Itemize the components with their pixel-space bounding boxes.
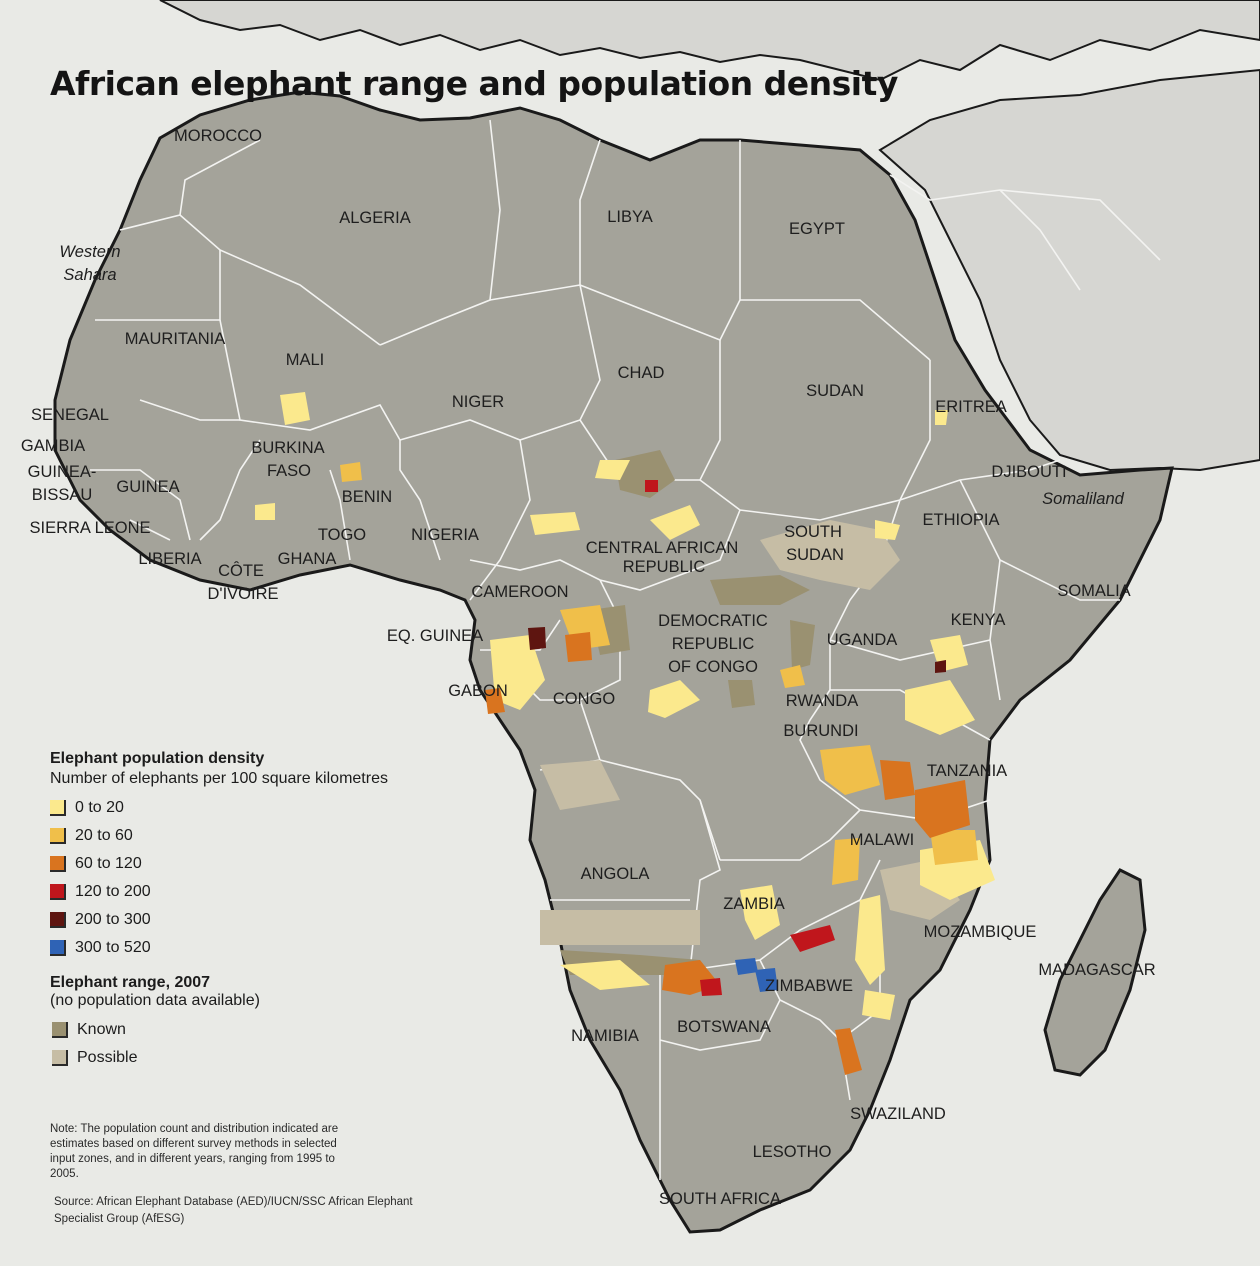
country-label-uganda: UGANDA — [826, 631, 898, 649]
country-label-mozambique: MOZAMBIQUE — [923, 923, 1037, 941]
legend-item: 60 to 120 — [50, 850, 430, 878]
country-label-niger: NIGER — [451, 393, 505, 411]
country-label-angola: ANGOLA — [580, 865, 650, 883]
country-label-tanzania: TANZANIA — [926, 762, 1008, 780]
map-legend: Elephant population density Number of el… — [50, 750, 430, 1072]
legend-density-title: Elephant population density — [50, 750, 265, 767]
legend-label: 60 to 120 — [75, 855, 142, 872]
country-label-guinea: GUINEA — [116, 478, 180, 496]
country-label-madagascar: MADAGASCAR — [1038, 961, 1156, 979]
country-label-mali: MALI — [285, 351, 325, 369]
country-label-ethiopia: ETHIOPIA — [922, 511, 1000, 529]
country-label-gabon: GABON — [448, 682, 508, 700]
country-label-togo: TOGO — [317, 526, 367, 544]
country-label-drc-2: REPUBLIC — [671, 635, 755, 653]
legend-item: 0 to 20 — [50, 794, 430, 822]
country-label-cameroon: CAMEROON — [471, 583, 569, 601]
country-label-chad: CHAD — [617, 364, 665, 382]
density-0-20 — [255, 392, 995, 1020]
country-label-drc-3: OF CONGO — [668, 658, 758, 676]
density-200-300 — [528, 627, 946, 673]
country-label-djibouti: DJIBOUTI — [991, 463, 1067, 481]
madagascar-landmass — [1043, 868, 1147, 1077]
country-label-libya: LIBYA — [607, 208, 653, 226]
country-label-drc-1: DEMOCRATIC — [658, 612, 768, 630]
africa-landmass — [53, 90, 1174, 1234]
country-label-car-2: REPUBLIC — [622, 558, 706, 576]
legend-swatch — [50, 884, 66, 900]
legend-density-subtitle: Number of elephants per 100 square kilom… — [50, 770, 388, 787]
legend-swatch — [52, 1022, 68, 1038]
density-120-200 — [645, 480, 835, 996]
legend-item: 200 to 300 — [50, 906, 430, 934]
legend-item: 120 to 200 — [50, 878, 430, 906]
legend-label: Possible — [77, 1049, 138, 1066]
country-label-guinea-bissau-2: BISSAU — [31, 486, 93, 504]
legend-label: Known — [77, 1021, 126, 1038]
country-label-namibia: NAMIBIA — [571, 1027, 639, 1045]
country-label-south-sudan-1: SOUTH — [784, 523, 842, 541]
country-label-sudan: SUDAN — [806, 382, 864, 400]
legend-swatch — [50, 912, 66, 928]
country-label-south-africa: SOUTH AFRICA — [659, 1190, 781, 1208]
country-label-kenya: KENYA — [950, 611, 1006, 629]
map-title: African elephant range and population de… — [50, 64, 898, 103]
legend-swatch — [50, 800, 66, 816]
country-label-sierra-leone: SIERRA LEONE — [29, 519, 151, 537]
legend-range-title: Elephant range, 2007 — [50, 974, 211, 991]
country-label-senegal: SENEGAL — [31, 406, 109, 424]
country-label-algeria: ALGERIA — [339, 209, 411, 227]
country-label-somalia: SOMALIA — [1057, 582, 1131, 600]
legend-swatch — [50, 940, 66, 956]
country-label-burundi: BURUNDI — [783, 722, 859, 740]
country-label-nigeria: NIGERIA — [411, 526, 479, 544]
country-label-morocco: MOROCCO — [174, 127, 262, 145]
country-label-eritrea: ERITREA — [935, 398, 1007, 416]
legend-label: 20 to 60 — [75, 827, 133, 844]
country-label-south-sudan-2: SUDAN — [786, 546, 844, 564]
country-label-eq-guinea: EQ. GUINEA — [386, 627, 484, 645]
country-label-liberia: LIBERIA — [138, 550, 202, 568]
country-label-burkina-faso-1: BURKINA — [251, 439, 325, 457]
legend-label: 0 to 20 — [75, 799, 124, 816]
country-label-guinea-bissau-1: GUINEA- — [27, 463, 97, 481]
legend-label: 300 to 520 — [75, 939, 151, 956]
map-note: Note: The population count and distribut… — [50, 1123, 339, 1180]
legend-item: Known — [50, 1016, 430, 1044]
country-label-congo: CONGO — [552, 690, 616, 708]
density-300-520 — [735, 958, 778, 992]
legend-label: 120 to 200 — [75, 883, 151, 900]
map-source: Source: African Elephant Database (AED)/… — [54, 1196, 413, 1225]
legend-swatch — [50, 856, 66, 872]
country-label-lesotho: LESOTHO — [752, 1143, 832, 1161]
country-label-malawi: MALAWI — [849, 831, 915, 849]
country-label-zambia: ZAMBIA — [723, 895, 785, 913]
country-label-western-sahara-2: Sahara — [63, 266, 117, 284]
country-label-zimbabwe: ZIMBABWE — [764, 977, 854, 995]
country-label-western-sahara-1: Western — [59, 243, 121, 261]
country-label-cote-divoire-2: D'IVOIRE — [207, 585, 279, 603]
country-label-ghana: GHANA — [277, 550, 337, 568]
country-label-egypt: EGYPT — [789, 220, 845, 238]
legend-label: 200 to 300 — [75, 911, 151, 928]
country-label-botswana: BOTSWANA — [677, 1018, 771, 1036]
country-label-somaliland: Somaliland — [1042, 490, 1124, 508]
legend-item: Possible — [50, 1044, 430, 1072]
legend-range-subtitle: (no population data available) — [50, 992, 260, 1009]
country-label-rwanda: RWANDA — [785, 692, 859, 710]
country-label-car-1: CENTRAL AFRICAN — [585, 539, 739, 557]
europe-landmass — [159, 0, 1260, 82]
country-label-swaziland: SWAZILAND — [850, 1105, 946, 1123]
country-label-gambia: GAMBIA — [20, 437, 86, 455]
country-label-cote-divoire-1: CÔTE — [218, 562, 264, 580]
legend-item: 20 to 60 — [50, 822, 430, 850]
country-label-mauritania: MAURITANIA — [124, 330, 226, 348]
legend-swatch — [52, 1050, 68, 1066]
density-60-120 — [485, 632, 970, 1075]
legend-item: 300 to 520 — [50, 934, 430, 962]
legend-swatch — [50, 828, 66, 844]
country-label-benin: BENIN — [341, 488, 393, 506]
country-label-burkina-faso-2: FASO — [266, 462, 312, 480]
